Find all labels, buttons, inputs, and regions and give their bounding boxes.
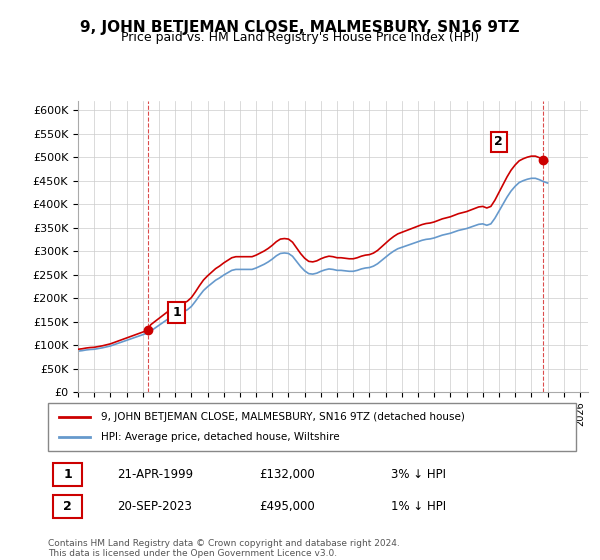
Text: 1: 1: [172, 306, 181, 319]
Text: Price paid vs. HM Land Registry's House Price Index (HPI): Price paid vs. HM Land Registry's House …: [121, 31, 479, 44]
Text: 9, JOHN BETJEMAN CLOSE, MALMESBURY, SN16 9TZ (detached house): 9, JOHN BETJEMAN CLOSE, MALMESBURY, SN16…: [101, 412, 464, 422]
Text: HPI: Average price, detached house, Wiltshire: HPI: Average price, detached house, Wilt…: [101, 432, 340, 442]
Text: 9, JOHN BETJEMAN CLOSE, MALMESBURY, SN16 9TZ: 9, JOHN BETJEMAN CLOSE, MALMESBURY, SN16…: [80, 20, 520, 35]
Text: £132,000: £132,000: [259, 468, 315, 481]
FancyBboxPatch shape: [48, 403, 576, 451]
Text: 2: 2: [63, 500, 72, 513]
Text: 2: 2: [494, 136, 503, 148]
Text: 1: 1: [63, 468, 72, 481]
Text: Contains HM Land Registry data © Crown copyright and database right 2024.
This d: Contains HM Land Registry data © Crown c…: [48, 539, 400, 558]
FancyBboxPatch shape: [53, 464, 82, 486]
Text: 21-APR-1999: 21-APR-1999: [116, 468, 193, 481]
Text: 3% ↓ HPI: 3% ↓ HPI: [391, 468, 446, 481]
Text: £495,000: £495,000: [259, 500, 315, 513]
FancyBboxPatch shape: [53, 495, 82, 518]
Text: 20-SEP-2023: 20-SEP-2023: [116, 500, 191, 513]
Text: 1% ↓ HPI: 1% ↓ HPI: [391, 500, 446, 513]
